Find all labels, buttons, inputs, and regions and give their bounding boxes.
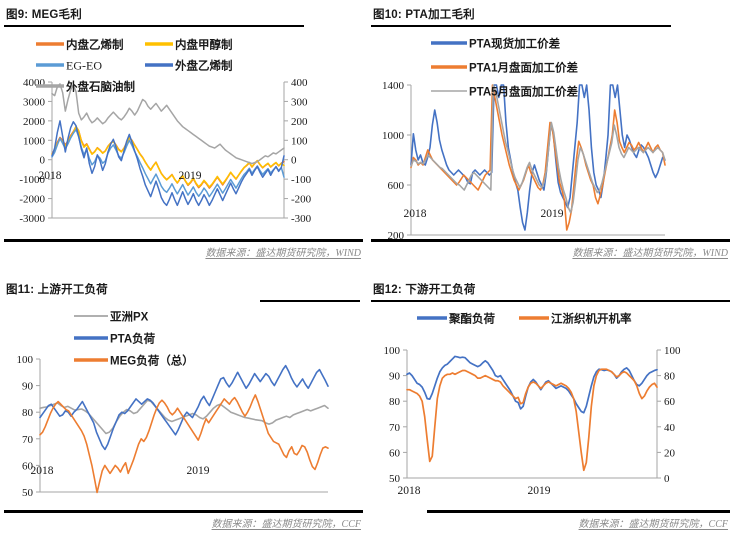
chart-fig12: 100 90 80 70 60 50 100 80 60 40 20 0 2018 2019 聚酯负荷 江浙织… <box>367 302 734 510</box>
chart-svg-fig11: 100 90 80 70 60 50 2018 2019 亚洲PX PTA负荷 MEG负荷（总） <box>17 311 329 499</box>
figure-top-rule-fig10 <box>371 25 671 27</box>
figure-bottom-rule-fig10 <box>371 239 730 242</box>
figure-title-fig12: 图12: 下游开工负荷 <box>373 284 476 296</box>
legend-label: EG-EO <box>66 59 102 73</box>
series-line <box>51 128 285 198</box>
y-tick-label: 70 <box>22 434 34 446</box>
y-tick-label: 80 <box>389 396 401 408</box>
figure-panel-fig12: 图12: 下游开工负荷 100 90 80 70 60 50 100 80 60 40 20 0 201… <box>367 275 734 549</box>
y2-tick-label: 400 <box>291 77 308 89</box>
chart-fig10: 1400 1000 600 200 2018 2019 PTA现货加工价差 PTA1月盘面加工… <box>367 27 734 239</box>
y2-tick-label: 20 <box>664 447 676 459</box>
figure-panel-fig9: 图9: MEG毛利 4000 3000 2000 1000 0 -1000 -2000 -30… <box>0 0 367 275</box>
y-tick-label: -1000 <box>19 174 45 186</box>
y-tick-label: 60 <box>22 460 34 472</box>
x-tick-label: 2018 <box>404 208 427 220</box>
chart-fig9: 4000 3000 2000 1000 0 -1000 -2000 -3000 400 300 20… <box>0 27 367 239</box>
y2-tick-label: -200 <box>291 194 312 206</box>
y2-tick-label: -300 <box>291 213 312 225</box>
figure-source-fig10: 数据来源：盛达期货研究院，WIND <box>572 247 728 259</box>
x-tick-label: 2018 <box>31 465 54 477</box>
figure-panel-fig10: 图10: PTA加工毛利 1400 1000 600 200 2018 2019 PTA现货… <box>367 0 734 275</box>
series-line <box>410 84 666 214</box>
y-tick-label: 600 <box>388 180 405 192</box>
legend-label: 外盘石脑油制 <box>65 80 135 94</box>
y-tick-label: -3000 <box>19 213 45 225</box>
x-tick-label: 2018 <box>398 485 421 497</box>
legend-label: PTA5月盘面加工价差 <box>469 85 579 99</box>
x-tick-label: 2019 <box>528 485 551 497</box>
y-tick-label: 200 <box>388 230 405 239</box>
chart-fig11: 100 90 80 70 60 50 2018 2019 亚洲PX PTA负荷 MEG负荷（总） <box>0 302 367 510</box>
y-tick-label: 50 <box>22 487 34 499</box>
y-tick-label: 1000 <box>382 130 405 142</box>
x-tick-label: 2019 <box>179 170 202 182</box>
y-tick-label: 60 <box>389 447 401 459</box>
y-tick-label: 100 <box>17 354 34 366</box>
y2-tick-label: 300 <box>291 96 308 108</box>
series-line <box>51 125 285 188</box>
figure-title-fig9: 图9: MEG毛利 <box>6 9 82 21</box>
x-tick-label: 2018 <box>39 170 62 182</box>
y-tick-label: 80 <box>22 407 34 419</box>
legend-label: 外盘乙烯制 <box>174 59 233 73</box>
y-tick-label: -2000 <box>19 194 45 206</box>
series-line <box>51 120 285 207</box>
figure-source-fig12: 数据来源：盛达期货研究院，CCF <box>578 518 728 530</box>
legend-label: PTA1月盘面加工价差 <box>469 61 579 75</box>
x-tick-label: 2019 <box>187 465 210 477</box>
y-tick-label: 90 <box>389 371 401 383</box>
y-tick-label: 3000 <box>23 96 46 108</box>
figure-top-rule-fig9 <box>4 25 304 27</box>
figure-bottom-rule-fig9 <box>4 239 363 242</box>
y-tick-label: 100 <box>384 345 401 357</box>
chart-svg-fig9: 40003000200010000-1000-2000-300040030020… <box>19 38 312 226</box>
series-line <box>410 84 666 231</box>
figure-source-fig11: 数据来源：盛达期货研究院，CCF <box>211 518 361 530</box>
figure-source-fig9: 数据来源：盛达期货研究院，WIND <box>205 247 361 259</box>
chart-svg-fig12: 100 90 80 70 60 50 100 80 60 40 20 0 2018 2019 聚酯负荷 江浙织… <box>384 312 682 498</box>
chart-svg-fig10: 1400 1000 600 200 2018 2019 PTA现货加工价差 PTA1月盘面加工… <box>382 37 666 239</box>
series-line <box>406 368 658 472</box>
figure-panel-fig11: 图11: 上游开工负荷 100 90 80 70 60 50 2018 2019 亚洲PX PTA… <box>0 275 367 549</box>
y2-tick-label: 80 <box>664 371 676 383</box>
legend-label: PTA负荷 <box>110 332 156 346</box>
y2-tick-label: 0 <box>664 473 670 485</box>
x-tick-label: 2019 <box>541 208 564 220</box>
series-line <box>406 355 658 414</box>
y2-tick-label: 100 <box>664 345 681 357</box>
series-line <box>51 83 285 165</box>
y2-tick-label: 200 <box>291 116 308 128</box>
y-tick-label: 1400 <box>382 80 405 92</box>
figure-top-rule-fig11 <box>260 300 360 302</box>
series-line <box>39 394 329 494</box>
legend-label: 内盘甲醇制 <box>175 38 233 52</box>
legend-label: 聚酯负荷 <box>448 312 495 326</box>
figure-title-fig11: 图11: 上游开工负荷 <box>6 284 108 296</box>
figure-bottom-rule-fig12 <box>427 510 730 513</box>
legend-label: 内盘乙烯制 <box>66 38 124 52</box>
figure-top-rule-fig12 <box>371 300 730 302</box>
y2-tick-label: 60 <box>664 396 676 408</box>
y-tick-label: 50 <box>389 473 401 485</box>
figure-title-fig10: 图10: PTA加工毛利 <box>373 9 475 21</box>
figure-bottom-rule-fig11 <box>4 510 363 513</box>
series-line <box>39 364 329 451</box>
legend-label: 江浙织机开机率 <box>551 312 632 326</box>
y2-tick-label: 40 <box>664 422 676 434</box>
y-tick-label: 70 <box>389 422 401 434</box>
y2-tick-label: 0 <box>291 155 297 167</box>
y-tick-label: 0 <box>40 155 46 167</box>
y2-tick-label: -100 <box>291 174 312 186</box>
legend-label: 亚洲PX <box>110 311 149 324</box>
legend-label: MEG负荷（总） <box>110 354 194 368</box>
y-tick-label: 2000 <box>23 116 46 128</box>
y-tick-label: 90 <box>22 381 34 393</box>
series-line <box>410 84 666 231</box>
legend-label: PTA现货加工价差 <box>469 37 561 51</box>
y-tick-label: 1000 <box>23 135 46 147</box>
y2-tick-label: 100 <box>291 135 308 147</box>
